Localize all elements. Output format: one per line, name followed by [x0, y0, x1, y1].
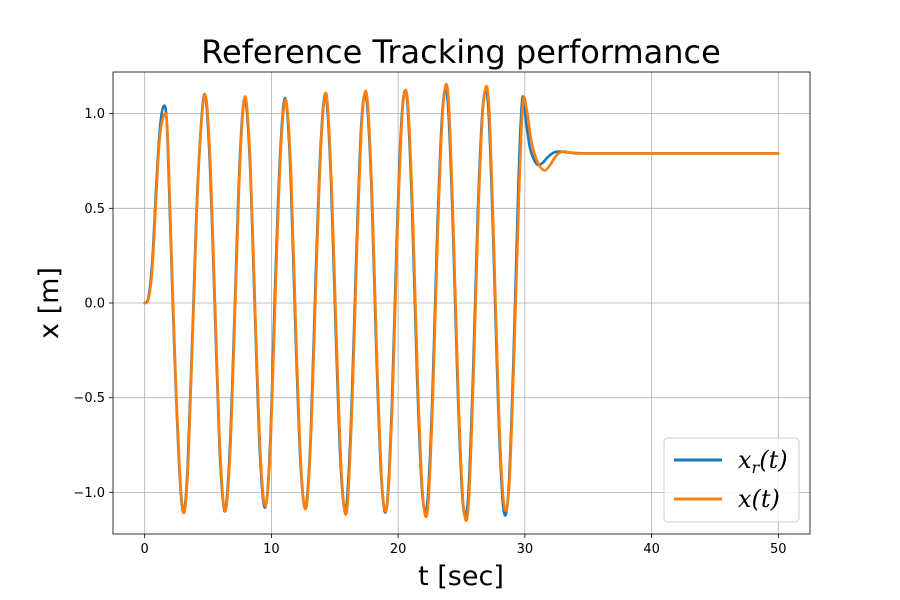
grid-lines [113, 72, 810, 534]
x-tick-label: 30 [517, 542, 534, 557]
series-lines [143, 82, 780, 523]
x-tick-label: 20 [390, 542, 407, 557]
y-tick-label: −0.5 [73, 391, 105, 406]
y-tick-label: 1.0 [84, 107, 105, 122]
x-tick-label: 50 [770, 542, 787, 557]
legend-label-x-tail: (t) [752, 485, 780, 513]
legend-label-xr-tail: (t) [759, 446, 787, 474]
series-line-x [143, 82, 780, 523]
x-axis-ticks: 0 10 20 30 40 50 [141, 534, 787, 557]
x-tick-label: 40 [643, 542, 660, 557]
y-axis-label: x [m] [34, 267, 65, 339]
legend-label-x-main: x [738, 485, 752, 513]
legend-label-xr-main: x [738, 446, 752, 474]
y-tick-label: 0.0 [84, 297, 105, 312]
chart-title: Reference Tracking performance [201, 33, 721, 71]
legend: xr(t) x(t) [663, 437, 800, 523]
legend-label-x: x(t) [738, 485, 780, 513]
legend-label-xr-sub: r [752, 458, 761, 477]
y-axis-ticks: −1.0 −0.5 0.0 0.5 1.0 [73, 107, 113, 501]
x-tick-label: 10 [263, 542, 280, 557]
legend-label-xr: xr(t) [738, 446, 788, 477]
x-tick-label: 0 [141, 542, 149, 557]
y-tick-label: −1.0 [73, 486, 105, 501]
x-axis-label: t [sec] [418, 561, 504, 592]
y-tick-label: 0.5 [84, 202, 105, 217]
